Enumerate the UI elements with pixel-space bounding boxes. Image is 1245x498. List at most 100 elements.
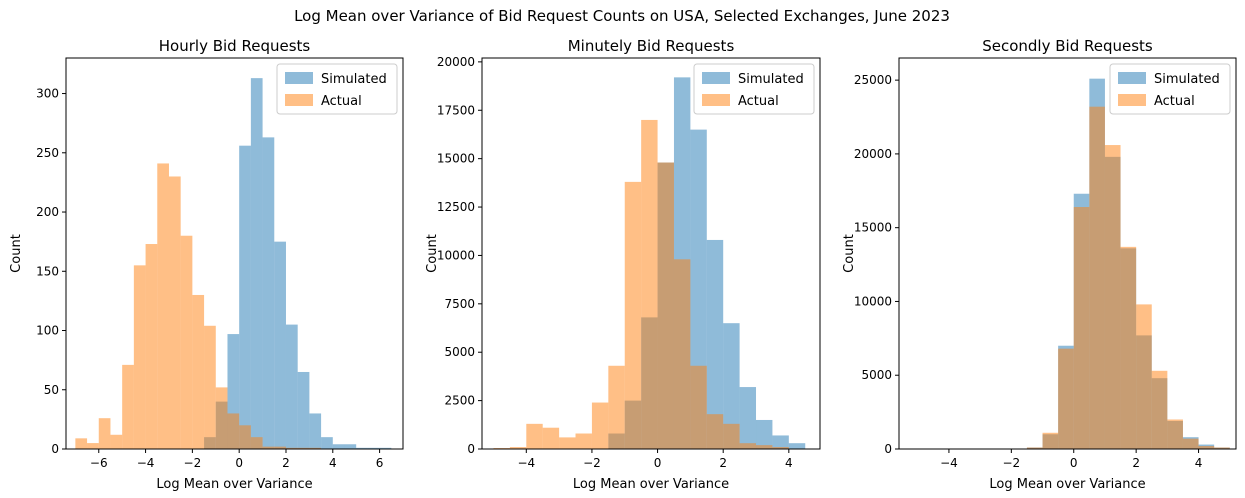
y-tick-label: 20000 (854, 147, 892, 161)
axes-frame (65, 57, 404, 450)
histogram-bar-simulated (367, 447, 380, 449)
histogram-bar-actual (1167, 419, 1183, 449)
legend: Simulated Actual (693, 63, 815, 115)
y-tick-label: 300 (36, 87, 59, 101)
histogram-bar-actual (706, 414, 724, 449)
histogram-bar-actual (542, 427, 560, 449)
legend-swatch-actual (1118, 94, 1146, 106)
y-tick-label: 2500 (444, 394, 475, 408)
x-tick-label: −4 (137, 456, 155, 470)
axes-frame (898, 57, 1237, 450)
histogram-bar-actual (1182, 438, 1199, 449)
x-tick-label: −4 (517, 456, 535, 470)
histogram-bar-actual (87, 443, 99, 449)
histogram-bar-actual (1214, 447, 1230, 449)
histogram-bar-actual (297, 447, 310, 449)
histogram-bar-actual (98, 418, 111, 449)
x-tick-label: 0 (654, 456, 662, 470)
y-tick-label: 15000 (437, 152, 475, 166)
histogram-bar-simulated (321, 437, 333, 449)
histogram-bar-actual (110, 434, 123, 449)
y-tick-label: 15000 (854, 221, 892, 235)
legend-label-actual: Actual (321, 94, 362, 109)
y-tick-label: 150 (36, 264, 59, 278)
histogram-bar-actual (274, 446, 286, 449)
y-tick-label: 20000 (437, 55, 475, 69)
histogram-bar-actual (204, 325, 216, 449)
histogram-bar-actual (145, 244, 158, 449)
x-tick-label: 0 (235, 456, 243, 470)
x-tick-label: 2 (282, 456, 290, 470)
y-axis-label: Count (425, 234, 440, 273)
histogram-bar-simulated (285, 324, 298, 449)
histogram-bar-actual (285, 447, 298, 449)
histogram-bar-simulated (250, 78, 263, 449)
histogram-bar-simulated (739, 387, 757, 449)
y-tick-label: 17500 (437, 103, 475, 117)
histogram-bar-simulated (332, 444, 345, 449)
histogram-bar-simulated (723, 323, 740, 449)
histogram-panel: −4 −2 0 2 4 0 2500 5000 7500 10000 12500 15000 17500… (425, 37, 821, 492)
legend-label-simulated: Simulated (1154, 72, 1220, 87)
histogram-bar-actual (1089, 106, 1105, 449)
histogram-bar-actual (215, 387, 228, 449)
legend-label-actual: Actual (738, 94, 779, 109)
y-tick-label: 0 (884, 442, 892, 456)
histogram-bar-actual (1136, 304, 1152, 449)
histogram-bar-actual (180, 235, 193, 449)
legend-label-simulated: Simulated (321, 72, 387, 87)
figure-suptitle: Log Mean over Variance of Bid Request Co… (294, 7, 950, 25)
legend-swatch-simulated (702, 72, 730, 84)
histogram-bar-simulated (227, 334, 240, 449)
x-tick-label: −2 (583, 456, 601, 470)
histogram-bar-actual (624, 181, 642, 449)
histogram-bar-actual (673, 259, 691, 449)
y-tick-label: 25000 (854, 73, 892, 87)
axes-frame (481, 57, 821, 450)
histogram-bar-actual (1104, 145, 1121, 449)
y-tick-label: 5000 (861, 368, 892, 382)
y-tick-label: 0 (467, 442, 475, 456)
histogram-bar-actual (756, 445, 773, 449)
histogram-bar-actual (1120, 246, 1137, 449)
x-axis-label: Log Mean over Variance (156, 477, 312, 492)
x-tick-label: 2 (719, 456, 727, 470)
y-tick-label: 0 (51, 442, 59, 456)
bars-group (1026, 78, 1230, 449)
histogram-bar-actual (1026, 447, 1043, 449)
histogram-bar-simulated (239, 145, 251, 449)
histogram-bar-actual (509, 447, 527, 449)
histogram-bar-actual (690, 365, 707, 449)
histogram-bar-actual (1042, 432, 1059, 449)
histogram-bar-actual (122, 364, 134, 449)
x-tick-label: 6 (376, 456, 384, 470)
histogram-bar-actual (772, 447, 789, 449)
legend-swatch-simulated (285, 72, 313, 84)
histogram-bar-actual (641, 119, 658, 449)
histogram-bar-actual (723, 423, 740, 449)
y-tick-label: 250 (36, 146, 59, 160)
histogram-bar-actual (1073, 207, 1090, 449)
histogram-bar-actual (262, 446, 275, 449)
histogram-bar-actual (250, 437, 263, 449)
histogram-bar-actual (608, 365, 625, 449)
legend-swatch-simulated (1118, 72, 1146, 84)
histogram-bar-simulated (344, 444, 357, 449)
histogram-bar-actual (1198, 446, 1215, 449)
y-tick-label: 100 (36, 324, 59, 338)
histogram-panel: −6 −4 −2 0 2 4 6 0 50 100 150 200 250 300 Hourly Bid R… (9, 37, 404, 492)
histogram-bar-actual (1058, 348, 1074, 449)
histogram-bar-actual (575, 433, 592, 449)
histogram-bar-actual (157, 163, 169, 449)
y-tick-label: 200 (36, 205, 59, 219)
histogram-bar-actual (526, 423, 543, 449)
legend-swatch-actual (702, 94, 730, 106)
bars-group (75, 78, 392, 449)
x-tick-label: 0 (1070, 456, 1078, 470)
y-tick-label: 5000 (444, 345, 475, 359)
x-axis-label: Log Mean over Variance (989, 477, 1145, 492)
histogram-bar-simulated (788, 443, 806, 449)
x-tick-label: −6 (90, 456, 108, 470)
legend: Simulated Actual (1109, 63, 1231, 115)
legend-label-actual: Actual (1154, 94, 1195, 109)
